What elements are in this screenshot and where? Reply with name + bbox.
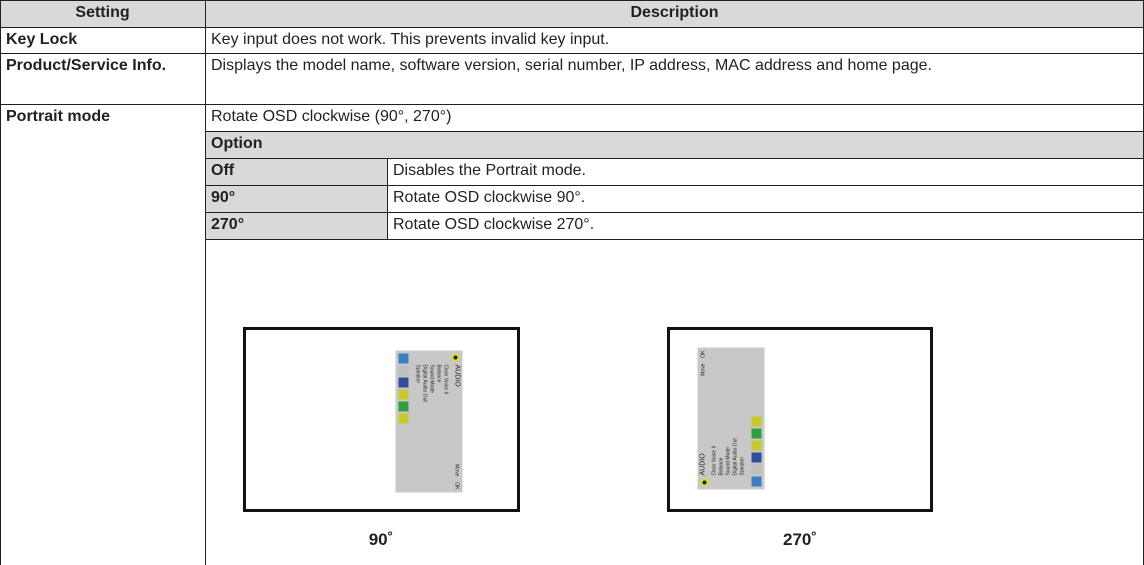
setting-cell: Key Lock: [6, 31, 78, 48]
osd-icon: [451, 353, 459, 361]
osd-ok: OK: [700, 350, 706, 358]
osd-item: Balance: [718, 457, 724, 476]
osd-menu: AUDIO Move OK Clear Voice II Balance Sound Mo…: [697, 347, 764, 490]
osd-tab: [398, 401, 408, 411]
rule: [0, 53, 1144, 54]
osd-item: Balance: [435, 364, 441, 383]
osd-item: Digital Audio Out: [421, 364, 427, 402]
osd-tab: [751, 440, 761, 451]
option-desc: Disables the Portrait mode.: [393, 162, 586, 179]
osd-tab: [751, 416, 761, 427]
setting-cell: Product/Service Info.: [6, 57, 167, 74]
osd-move: Move: [700, 363, 706, 376]
description-cell: Rotate OSD clockwise (90°, 270°): [211, 108, 452, 125]
osd-ok: OK: [453, 481, 459, 489]
osd-item: Speaker: [414, 364, 420, 383]
caption: 270˚: [782, 530, 818, 549]
osd-tab: [398, 377, 408, 387]
rule: [0, 27, 1144, 28]
osd-tab: [398, 365, 408, 375]
setting-cell: Portrait mode: [6, 108, 111, 125]
osd-item: Clear Voice II: [711, 445, 717, 476]
osd-item: Speaker: [739, 456, 745, 476]
option-cell: Off: [205, 158, 387, 185]
osd-item: Digital Audio Out: [732, 438, 738, 476]
option-header: Option: [205, 131, 1144, 158]
osd-item: Sound Mode: [725, 447, 731, 476]
osd-title: AUDIO: [699, 453, 706, 476]
osd-icon: [700, 478, 708, 487]
osd-tab: [751, 464, 761, 475]
rule: [205, 131, 1144, 132]
rule: [205, 0, 206, 565]
rule: [205, 212, 1144, 213]
osd-tab: [751, 428, 761, 439]
rule: [205, 158, 1144, 159]
osd-tab: [398, 353, 408, 363]
rule: [387, 158, 388, 239]
header-cell: Description: [205, 0, 1144, 27]
rule: [0, 0, 1, 565]
osd-item: Clear Voice II: [442, 364, 448, 394]
screen: [243, 327, 520, 512]
osd-tab: [751, 476, 761, 487]
rule: [0, 104, 1144, 105]
osd-title: AUDIO: [453, 364, 460, 387]
option-desc: Rotate OSD clockwise 90°.: [393, 189, 586, 206]
rule: [205, 185, 1144, 186]
osd-tab: [398, 413, 408, 423]
description-cell: Key input does not work. This prevents i…: [211, 31, 610, 48]
option-desc: Rotate OSD clockwise 270°.: [393, 216, 595, 233]
rule: [0, 0, 1144, 1]
option-cell: 270°: [205, 212, 387, 239]
osd-tab: [751, 452, 761, 463]
header-cell: Setting: [0, 0, 205, 27]
rule: [205, 239, 1144, 240]
osd-tab: [398, 389, 408, 399]
osd-menu: AUDIO Move OK Clear Voice II Balance Sound Mo…: [395, 350, 462, 492]
osd-move: Move: [453, 463, 459, 476]
description-cell: Displays the model name, software versio…: [211, 57, 932, 74]
option-cell: 90°: [205, 185, 387, 212]
caption: 90˚: [368, 530, 394, 549]
osd-item: Sound Mode: [428, 364, 434, 393]
